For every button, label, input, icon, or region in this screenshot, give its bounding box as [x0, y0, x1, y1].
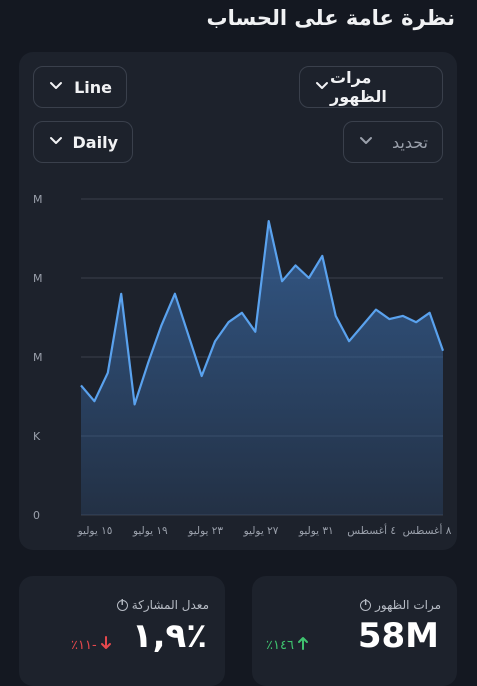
impressions-value: 58M	[358, 616, 439, 656]
engagement-value: ٪١,٩	[132, 616, 207, 656]
y-tick-label: K	[33, 430, 41, 443]
info-icon[interactable]	[360, 600, 371, 611]
chart-area-fill	[81, 221, 443, 515]
arrow-up-icon	[297, 636, 309, 654]
engagement-delta: ٪١١-	[71, 636, 112, 654]
x-tick-label: ٢٧ يوليو	[243, 525, 279, 537]
impressions-chart: M M M K 0 ١٥ يوليو ١٩ يوليو ٢٣ يوليو ٢٧ يوليو ٣١…	[19, 52, 457, 550]
y-tick-label: M	[33, 272, 43, 285]
y-tick-label: M	[33, 193, 43, 206]
engagement-card: معدل المشاركة ٪١,٩ ٪١١-	[19, 576, 225, 686]
engagement-label: معدل المشاركة	[132, 598, 209, 612]
impressions-delta: ٪١٤٦	[266, 636, 309, 654]
x-tick-label: ١٥ يوليو	[77, 525, 113, 537]
x-tick-label: ٤ أغسطس	[347, 523, 396, 537]
page-title: نظرة عامة على الحساب	[207, 6, 455, 30]
x-tick-label: ٨ أغسطس	[403, 523, 452, 537]
impressions-card: مرات الظهور 58M ٪١٤٦	[252, 576, 457, 686]
y-tick-label: M	[33, 351, 43, 364]
x-tick-label: ٢٣ يوليو	[187, 525, 223, 537]
info-icon[interactable]	[117, 600, 128, 611]
x-tick-label: ١٩ يوليو	[132, 525, 168, 537]
delta-value: ٪١١-	[71, 638, 97, 653]
delta-value: ٪١٤٦	[266, 638, 294, 653]
x-tick-label: ٣١ يوليو	[298, 525, 334, 537]
y-tick-label: 0	[33, 509, 40, 522]
arrow-down-icon	[100, 636, 112, 654]
impressions-label: مرات الظهور	[375, 598, 441, 612]
